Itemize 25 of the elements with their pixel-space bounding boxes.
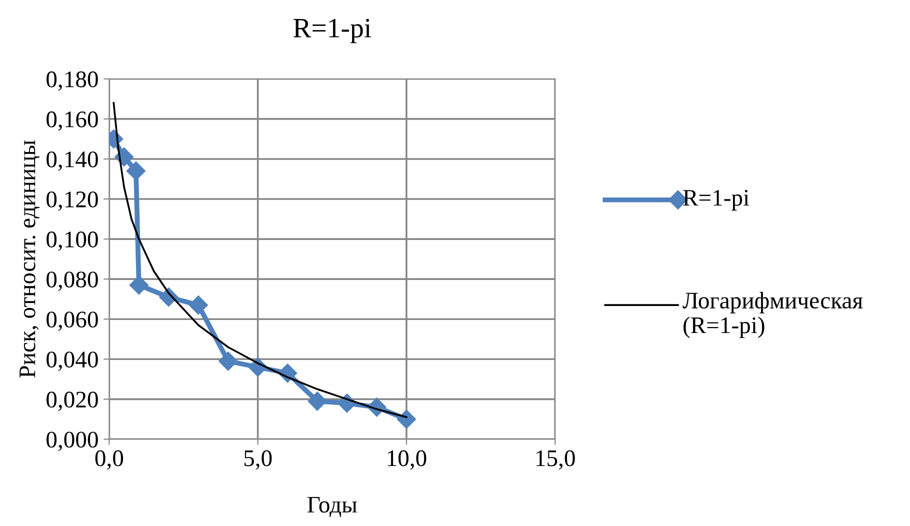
x-tick-label: 15,0	[536, 450, 575, 470]
y-tick-label: 0,020	[46, 392, 98, 411]
point	[129, 276, 148, 295]
x-tick-label: 10,0	[388, 450, 426, 470]
legend-label: Логарифмическая (R=1-pi)	[682, 292, 863, 338]
y-axis-title: Риск, относит. единицы	[20, 140, 40, 378]
chart-title: R=1-pi	[293, 18, 372, 44]
point	[396, 410, 416, 429]
x-tick-label: 5,0	[244, 450, 272, 470]
x-tick-label: 0,0	[95, 450, 124, 470]
x-axis-title: Годы	[308, 496, 357, 517]
y-tick-label: 0,040	[46, 352, 98, 371]
y-tick-label: 0,160	[46, 111, 98, 131]
legend-label: R=1-pi	[683, 190, 750, 211]
y-tick-label: 0,100	[46, 232, 98, 251]
y-tick-label: 0,060	[46, 312, 98, 331]
y-tick-label: 0,180	[46, 71, 98, 91]
point	[188, 296, 208, 315]
y-tick-label: 0,140	[46, 151, 98, 171]
point	[218, 352, 238, 371]
point	[126, 161, 146, 181]
y-tick-label: 0,080	[46, 272, 98, 291]
y-tick-label: 0,000	[46, 432, 98, 452]
y-tick-label: 0,120	[46, 191, 98, 211]
point	[308, 392, 327, 411]
